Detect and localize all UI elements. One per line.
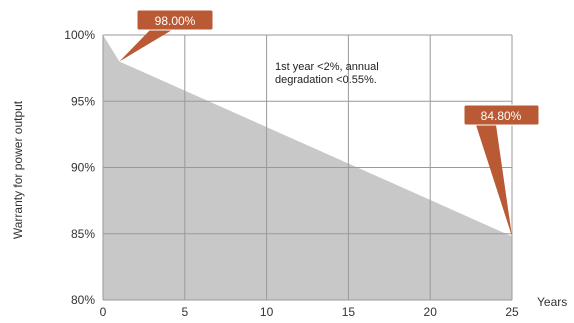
callout-pointer-start xyxy=(119,30,172,62)
callout-box-start xyxy=(136,9,214,31)
grid-lines xyxy=(102,34,513,301)
x-tick-label: 5 xyxy=(181,305,188,319)
y-axis-title: Warranty for power output xyxy=(11,100,25,239)
note-line-1: 1st year <2%, annual xyxy=(275,61,379,73)
x-tick-label: 25 xyxy=(505,305,519,319)
y-tick-label: 80% xyxy=(71,293,95,307)
callout-label-end: 84.80% xyxy=(481,109,522,123)
y-tick-label: 90% xyxy=(71,161,95,175)
x-axis-title: Years xyxy=(537,295,567,309)
note-text: 1st year <2%, annual degradation <0.55%. xyxy=(275,61,382,86)
y-tick-labels: 80% 85% 90% 95% 100% xyxy=(64,28,95,307)
y-tick-label: 95% xyxy=(71,94,95,108)
x-tick-label: 0 xyxy=(100,305,107,319)
x-tick-label: 10 xyxy=(260,305,274,319)
callout-box-end xyxy=(463,104,540,126)
y-tick-label: 100% xyxy=(64,28,95,42)
x-tick-label: 15 xyxy=(342,305,356,319)
callout-label-start: 98.00% xyxy=(155,14,196,28)
y-tick-label: 85% xyxy=(71,227,95,241)
x-tick-labels: 0 5 10 15 20 25 xyxy=(100,305,519,319)
callout-pointer-end xyxy=(476,125,512,237)
note-line-2: degradation <0.55%. xyxy=(275,74,377,86)
callouts: 98.00% 84.80% xyxy=(119,9,540,237)
x-tick-label: 20 xyxy=(424,305,438,319)
